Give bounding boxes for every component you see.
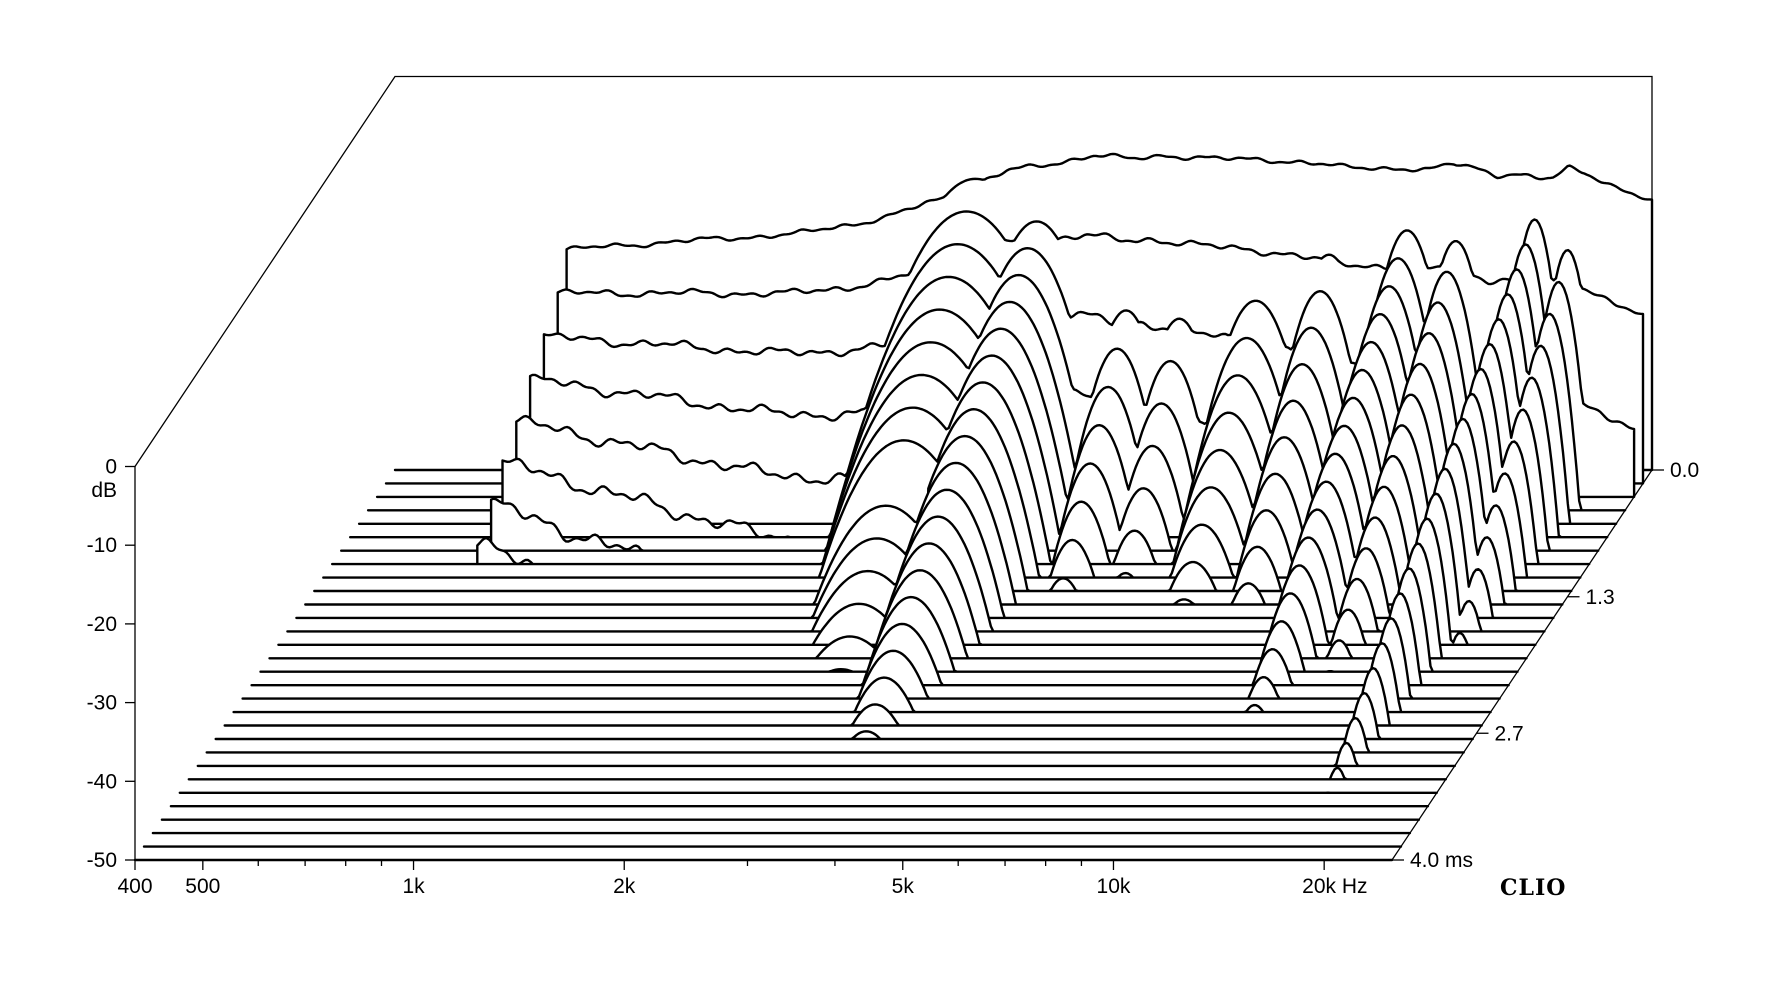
time-tick-label: 1.3	[1586, 586, 1615, 609]
y-tick-label: 0	[105, 456, 117, 479]
x-tick-label: 500	[185, 875, 220, 898]
y-tick-label: -40	[87, 770, 117, 793]
y-tick-label: -50	[87, 849, 117, 872]
y-unit-label: dB	[91, 479, 117, 502]
y-tick-label: -20	[87, 613, 117, 636]
decay-slice	[223, 666, 1483, 727]
x-tick-label: 20k Hz	[1302, 875, 1367, 898]
x-tick-label: 5k	[892, 875, 915, 898]
x-tick-label: 400	[117, 875, 152, 898]
axis-labels: 0 -10 -20 -30 -40 -50 dB 400 500 1k 2k 5k 10k 20k Hz 0…	[87, 456, 1700, 902]
decay-slice	[259, 567, 1519, 673]
decay-slice	[205, 716, 1465, 754]
y-tick-label: -10	[87, 534, 117, 557]
time-tick-label: 4.0 ms	[1410, 849, 1473, 872]
time-axis-line	[1391, 469, 1653, 861]
x-tick-label: 1k	[402, 875, 425, 898]
axes	[125, 465, 1664, 870]
x-tick-label: 10k	[1097, 875, 1131, 898]
decay-slice	[214, 691, 1474, 741]
decay-slice	[187, 766, 1447, 781]
y-tick-label: -30	[87, 692, 117, 715]
decay-slice	[196, 741, 1456, 768]
time-tick-label: 2.7	[1495, 722, 1524, 745]
x-tick-label: 2k	[613, 875, 636, 898]
decay-slice	[268, 542, 1528, 660]
decay-slice	[232, 642, 1492, 714]
brand-label: CLIO	[1500, 875, 1566, 901]
decay-slices	[133, 152, 1654, 862]
time-tick-label: 0.0	[1670, 459, 1699, 482]
